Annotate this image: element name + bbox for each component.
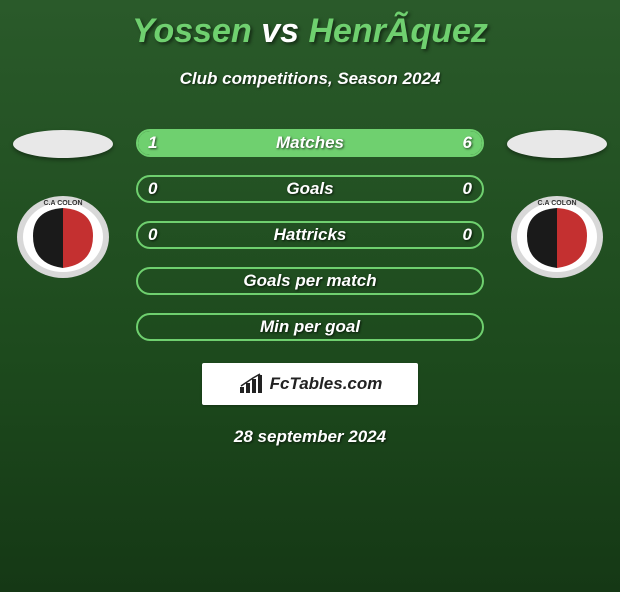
stat-label: Goals <box>138 179 482 199</box>
vs-text: vs <box>261 12 299 50</box>
player2-avatar-placeholder <box>507 130 607 158</box>
stat-label: Goals per match <box>138 271 482 291</box>
player2-name: HenrÃ­quez <box>308 12 487 50</box>
stat-row-goals: 00Goals <box>136 175 484 203</box>
svg-text:C.A COLON: C.A COLON <box>537 200 576 207</box>
player2-team-badge: C.A COLON <box>509 194 605 280</box>
stat-row-matches: 16Matches <box>136 129 484 157</box>
comparison-title: Yossen vs HenrÃ­quez <box>0 12 620 51</box>
date-stamp: 28 september 2024 <box>0 427 620 447</box>
player2-avatar-area: C.A COLON <box>502 130 612 280</box>
brand-box: FcTables.com <box>202 363 418 405</box>
player1-avatar-placeholder <box>13 130 113 158</box>
stat-label: Hattricks <box>138 225 482 245</box>
stat-row-hattricks: 00Hattricks <box>136 221 484 249</box>
stat-label: Matches <box>138 133 482 153</box>
stat-row-gpm: Goals per match <box>136 267 484 295</box>
player1-avatar-area: C.A COLON <box>8 130 118 280</box>
brand-text: FcTables.com <box>270 374 383 394</box>
player1-name: Yossen <box>132 12 252 50</box>
stat-label: Min per goal <box>138 317 482 337</box>
svg-text:C.A COLON: C.A COLON <box>43 200 82 207</box>
brand-chart-icon <box>238 373 266 395</box>
subtitle: Club competitions, Season 2024 <box>0 69 620 89</box>
stat-row-mpg: Min per goal <box>136 313 484 341</box>
player1-team-badge: C.A COLON <box>15 194 111 280</box>
